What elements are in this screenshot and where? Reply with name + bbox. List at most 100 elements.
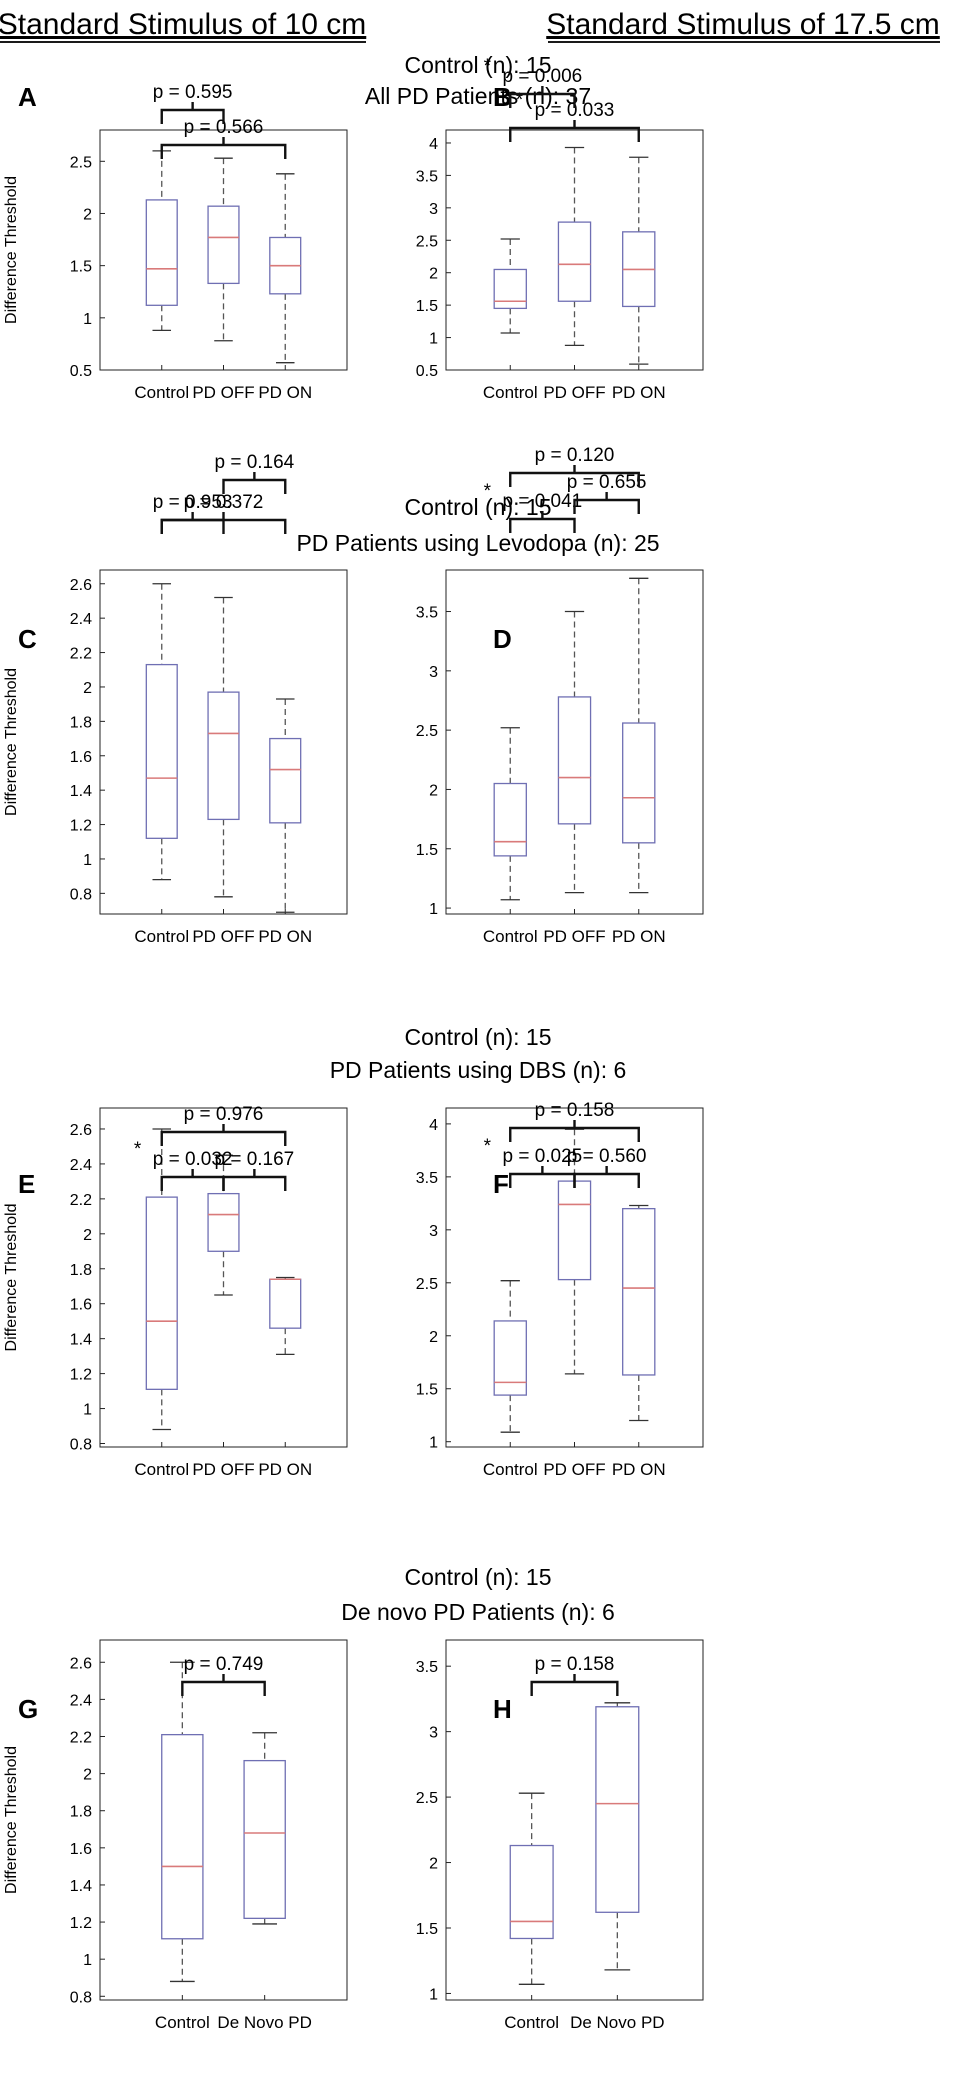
y-tick-label-g: 1.4 [70, 1878, 92, 1895]
box-f-2 [622, 1204, 656, 1422]
y-tick-label-b: 1 [429, 331, 438, 348]
x-tick-label-c: Control [134, 927, 189, 946]
iqr-box [493, 268, 527, 310]
y-tick-label-f: 1 [429, 1435, 438, 1452]
significance-bracket-c-2: p = 0.372 [160, 492, 287, 534]
significance-bracket-f-2: p = 0.158 [509, 1100, 640, 1142]
y-axis-label-g: Difference Threshold [3, 1746, 20, 1894]
y-tick-label-g: 1.2 [70, 1915, 92, 1932]
significance-bracket-a-1: p = 0.566 [160, 117, 287, 159]
box-a-0 [145, 150, 178, 331]
box-e-2 [269, 1276, 302, 1356]
box-e-0 [145, 1128, 178, 1431]
panel-g: G 0.8 1 1.2 1.4 1.6 1.8 2 2.2 2.4 2.6 Difference Th… [3, 1639, 348, 2032]
x-tick-label-b: PD ON [612, 383, 666, 402]
iqr-box [207, 691, 240, 821]
y-tick-label-c: 1.8 [70, 714, 92, 731]
significance-bracket-a-0: p = 0.595 [153, 82, 233, 124]
row2-title-control: Control (n): 15 [404, 494, 551, 520]
significance-bracket-e-2: p = 0.976 [160, 1104, 287, 1146]
significance-star: * [516, 90, 524, 111]
box-b-0 [493, 238, 527, 334]
column-header-left: Standard Stimulus of 10 cm [0, 8, 366, 41]
bracket-line [509, 120, 640, 142]
plot-frame-g [99, 1639, 348, 2001]
y-tick-label-e: 2.4 [70, 1157, 92, 1174]
iqr-box [207, 205, 240, 285]
significance-bracket-d-1: p = 0.655 [567, 472, 647, 514]
x-tick-label-a: PD OFF [192, 383, 254, 402]
bracket-line [160, 512, 287, 534]
y-tick-label-f: 2 [429, 1329, 438, 1346]
y-tick-label-f: 4 [429, 1117, 438, 1134]
y-tick-label-f: 1.5 [416, 1382, 438, 1399]
bracket-line [509, 86, 576, 108]
y-tick-label-d: 1.5 [416, 842, 438, 859]
significance-bracket-d-0: p = 0.041 * [484, 481, 582, 533]
panel-d: D 1 1.5 2 2.5 3 3.5 Control PD OFF PD ON p = 0.041… [416, 445, 704, 946]
y-tick-label-b: 2 [429, 266, 438, 283]
y-tick-label-c: 1.6 [70, 749, 92, 766]
p-value-label: p = 0.655 [567, 472, 647, 493]
y-tick-label-e: 1.4 [70, 1332, 92, 1349]
y-tick-label-e: 0.8 [70, 1437, 92, 1454]
x-tick-label-e: PD OFF [192, 1460, 254, 1479]
x-tick-label-c: PD ON [258, 927, 312, 946]
bracket-line [509, 1166, 576, 1188]
box-g-0 [161, 1661, 204, 1983]
bracket-line [509, 465, 640, 487]
bracket-line [222, 472, 287, 494]
panel-label-d: D [493, 624, 512, 654]
x-tick-label-f: Control [483, 1460, 538, 1479]
y-tick-label-b: 3 [429, 201, 438, 218]
box-a-2 [269, 173, 302, 364]
box-h-0 [509, 1792, 554, 1985]
x-tick-label-h: De Novo PD [570, 2013, 664, 2032]
y-tick-label-a: 1.5 [70, 259, 92, 276]
y-tick-label-g: 1.8 [70, 1804, 92, 1821]
bracket-line [509, 1120, 640, 1142]
p-value-label: p = 0.953 [153, 492, 233, 513]
p-value-label: p = 0.560 [567, 1146, 647, 1167]
y-tick-label-g: 1.6 [70, 1841, 92, 1858]
x-tick-label-a: Control [134, 383, 189, 402]
y-tick-label-h: 2 [429, 1856, 438, 1873]
iqr-box [243, 1759, 286, 1920]
y-tick-label-g: 0.8 [70, 1989, 92, 2006]
bracket-line [573, 1166, 640, 1188]
p-value-label: p = 0.372 [184, 492, 264, 513]
p-value-label: p = 0.976 [184, 1104, 264, 1125]
y-tick-label-h: 1.5 [416, 1921, 438, 1938]
y-tick-label-e: 1.8 [70, 1262, 92, 1279]
y-tick-label-c: 2.6 [70, 577, 92, 594]
x-tick-label-f: PD ON [612, 1460, 666, 1479]
y-tick-label-d: 3.5 [416, 605, 438, 622]
y-tick-label-h: 3.5 [416, 1659, 438, 1676]
y-tick-label-e: 2.2 [70, 1192, 92, 1209]
p-value-label: p = 0.749 [184, 1654, 264, 1675]
significance-bracket-d-2: p = 0.120 [509, 445, 640, 487]
panel-label-g: G [18, 1694, 38, 1724]
x-tick-label-d: PD ON [612, 927, 666, 946]
significance-bracket-e-0: p = 0.032 * [134, 1139, 233, 1191]
p-value-label: p = 0.595 [153, 82, 233, 103]
y-tick-label-h: 2.5 [416, 1790, 438, 1807]
panel-label-a: A [18, 82, 37, 112]
iqr-box [269, 737, 302, 824]
y-tick-label-c: 2.4 [70, 611, 92, 628]
p-value-label: p = 0.167 [214, 1149, 294, 1170]
significance-bracket-f-1: p = 0.560 [567, 1146, 647, 1188]
iqr-box [145, 663, 178, 839]
y-tick-label-b: 0.5 [416, 363, 438, 380]
significance-bracket-g-0: p = 0.749 [181, 1654, 266, 1696]
iqr-box [557, 221, 592, 302]
y-tick-label-h: 3 [429, 1725, 438, 1742]
y-tick-label-b: 1.5 [416, 298, 438, 315]
x-tick-label-f: PD OFF [543, 1460, 605, 1479]
y-tick-label-a: 2 [83, 206, 92, 223]
row3-title-patients: PD Patients using DBS (n): 6 [330, 1057, 627, 1083]
bracket-line [160, 1124, 287, 1146]
significance-bracket-b-1: p = 0.033 * [509, 90, 640, 142]
panel-f: F 1 1.5 2 2.5 3 3.5 4 Control PD OFF PD ON p = 0.02… [416, 1100, 704, 1479]
